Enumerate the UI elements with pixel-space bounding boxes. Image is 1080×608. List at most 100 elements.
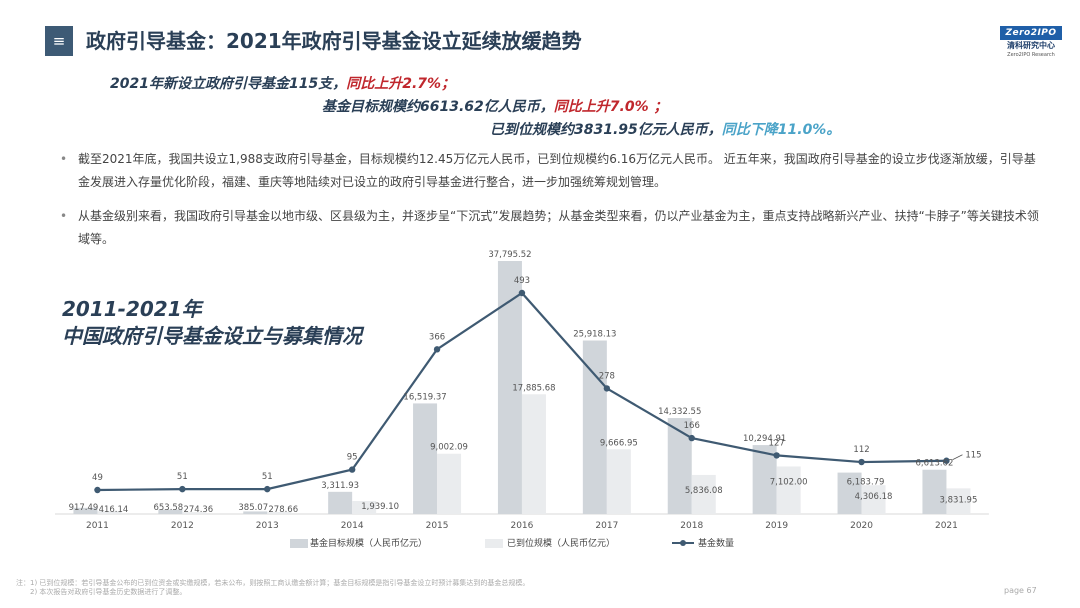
bar-paid-in-label: 5,836.08 <box>685 486 723 496</box>
x-tick-label: 2014 <box>341 521 364 531</box>
legend-swatch-target <box>290 539 308 548</box>
legend-label-paid-in: 已到位规模（人民币亿元） <box>507 537 615 549</box>
bar-target-label: 3,311.93 <box>321 481 359 491</box>
bar-paid-in-label: 9,002.09 <box>430 443 468 453</box>
fund-count-label: 112 <box>853 445 869 455</box>
bar-target-label: 653.58 <box>153 503 183 513</box>
x-tick-label: 2011 <box>86 521 109 531</box>
fund-count-point <box>433 346 441 353</box>
bullet-item-2: • 从基金级别来看，我国政府引导基金以地市级、区县级为主，并逐步呈“下沉式”发展… <box>60 205 1040 251</box>
bar-paid-in-label: 3,831.95 <box>940 495 978 505</box>
fund-count-label: 49 <box>92 473 103 483</box>
zero2ipo-logo: Zero2IPO 清科研究中心 Zero2IPO Research <box>1000 26 1062 59</box>
bar-paid-in-label: 7,102.00 <box>770 477 808 487</box>
bar-paid-in-scale <box>606 449 631 514</box>
fund-count-label: 51 <box>262 472 273 482</box>
bar-paid-in-label: 278.66 <box>268 505 298 515</box>
bar-target-scale <box>667 418 692 514</box>
bar-target-label: 385.07 <box>238 503 268 513</box>
bar-target-label: 16,519.37 <box>403 392 446 402</box>
bar-target-scale <box>497 261 522 514</box>
page-number: page 67 <box>1004 586 1037 595</box>
bar-target-scale <box>837 472 862 514</box>
bar-paid-in-label: 416.14 <box>99 505 129 515</box>
fund-count-label: 127 <box>769 438 785 448</box>
highlight-3-main: 已到位规模约3831.95亿元人民币， <box>490 122 722 138</box>
fund-count-point <box>603 385 611 392</box>
footnote-line-2: 2) 本次报告对政府引导基金历史数据进行了调整。 <box>30 588 187 596</box>
bar-paid-in-label: 1,939.10 <box>361 502 399 512</box>
bullet-dot: • <box>60 152 68 166</box>
fund-count-point <box>518 289 526 297</box>
title-bar: ≡ 政府引导基金：2021年政府引导基金设立延续放缓趋势 <box>0 0 1080 68</box>
bar-target-scale <box>752 445 777 514</box>
x-tick-label: 2012 <box>171 521 194 531</box>
fund-count-point <box>858 458 865 466</box>
bar-target-label: 25,918.13 <box>573 330 616 340</box>
bar-paid-in-scale <box>521 394 546 514</box>
page-title: 政府引导基金：2021年政府引导基金设立延续放缓趋势 <box>86 29 582 53</box>
bar-target-scale <box>243 511 268 514</box>
x-tick-label: 2013 <box>256 521 279 531</box>
bullet-text: 从基金级别来看，我国政府引导基金以地市级、区县级为主，并逐步呈“下沉式”发展趋势… <box>78 209 1039 246</box>
legend-marker-count <box>680 540 686 546</box>
bar-target-label: 917.49 <box>69 503 99 513</box>
x-tick-label: 2020 <box>850 521 873 531</box>
highlight-line-3: 已到位规模约3831.95亿元人民币，同比下降11.0%。 <box>490 119 840 139</box>
fund-count-label: 166 <box>684 421 700 431</box>
x-tick-label: 2019 <box>765 521 788 531</box>
fund-count-label: 493 <box>514 276 530 286</box>
highlight-2-accent: 同比上升7.0% ； <box>553 99 668 115</box>
bar-paid-in-scale <box>776 466 801 514</box>
bar-paid-in-scale <box>97 511 122 514</box>
fund-count-label: 366 <box>429 332 445 342</box>
bar-target-label: 6,183.79 <box>847 478 885 488</box>
bar-paid-in-scale <box>437 453 462 514</box>
legend-label-count: 基金数量 <box>698 537 734 549</box>
highlight-3-accent: 同比下降11.0%。 <box>721 122 841 138</box>
bar-paid-in-label: 17,885.68 <box>512 383 555 393</box>
bar-target-scale <box>582 340 607 514</box>
bar-paid-in-scale <box>352 501 377 514</box>
bar-target-scale <box>158 509 183 514</box>
fund-count-point <box>943 457 950 464</box>
fund-count-point <box>773 452 780 459</box>
fund-count-label: 278 <box>599 371 615 381</box>
bar-target-label: 37,795.52 <box>488 250 531 260</box>
x-tick-label: 2017 <box>595 521 618 531</box>
footnote: 注：1) 已到位规模：若引导基金公布的已到位资金或实缴规模，若未公布，则按照工商… <box>16 579 529 597</box>
highlight-1-main: 2021年新设立政府引导基金115支， <box>110 76 347 92</box>
bar-target-label: 10,294.91 <box>743 434 786 444</box>
logo-en-text: Zero2IPO Research <box>1007 52 1055 58</box>
fund-count-point <box>688 434 695 442</box>
fund-count-point <box>179 485 186 493</box>
highlight-line-1: 2021年新设立政府引导基金115支，同比上升2.7%； <box>110 73 455 93</box>
fund-count-point <box>348 466 356 473</box>
logo-cn-text: 清科研究中心 <box>1007 41 1055 50</box>
footnote-line-1: 注：1) 已到位规模：若引导基金公布的已到位资金或实缴规模，若未公布，则按照工商… <box>16 579 530 587</box>
bar-paid-in-label: 9,666.95 <box>600 438 638 448</box>
chart-title-line-1: 2011-2021年 <box>62 297 202 321</box>
fund-count-label: 95 <box>347 453 358 463</box>
bar-target-label: 6,613.62 <box>916 459 954 469</box>
highlight-1-accent: 同比上升2.7%； <box>346 76 456 92</box>
fund-chart: 2011 2012 2013 2014 2015 2016 2017 2018 2019 2020… <box>55 250 989 549</box>
highlight-line-2: 基金目标规模约6613.62亿人民币，同比上升7.0% ； <box>322 96 667 116</box>
bar-target-scale <box>73 507 98 514</box>
fund-count-label: 51 <box>177 472 188 482</box>
legend-swatch-paid-in <box>485 539 503 548</box>
count-label-leader <box>952 454 963 461</box>
logo-badge: Zero2IPO <box>1000 26 1062 40</box>
bar-target-scale <box>413 403 438 514</box>
bar-target-scale <box>922 469 947 514</box>
bar-paid-in-scale <box>182 512 207 514</box>
bullet-dot: • <box>60 209 68 223</box>
x-tick-label: 2018 <box>680 521 703 531</box>
bar-paid-in-scale <box>691 474 716 514</box>
highlight-2-main: 基金目标规模约6613.62亿人民币， <box>322 99 554 115</box>
bullet-text: 截至2021年底，我国共设立1,988支政府引导基金，目标规模约12.45万亿元… <box>78 152 1036 189</box>
chart-title-line-2: 中国政府引导基金设立与募集情况 <box>62 324 362 348</box>
bar-paid-in-scale <box>946 488 971 514</box>
bar-paid-in-label: 274.36 <box>183 505 213 515</box>
fund-count-label: 115 <box>965 451 981 461</box>
